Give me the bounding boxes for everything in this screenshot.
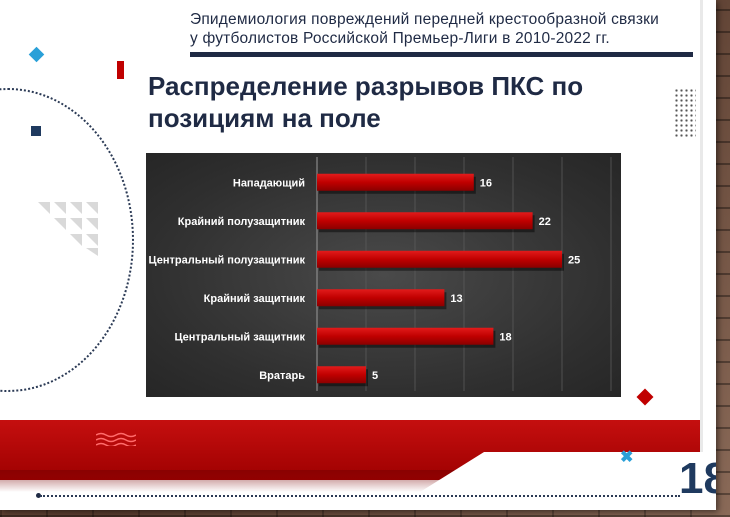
bar-2 bbox=[317, 212, 533, 230]
header-underline bbox=[190, 52, 693, 57]
bottom-dotted-line bbox=[40, 495, 680, 499]
page-number: 18 bbox=[679, 454, 716, 503]
bar-5 bbox=[317, 327, 494, 345]
data-label: 5 bbox=[372, 370, 378, 382]
subtitle-line-1: Эпидемиология повреждений передней крест… bbox=[190, 11, 660, 28]
presentation-subtitle: Эпидемиология повреждений передней крест… bbox=[190, 10, 710, 48]
category-label: Вратарь bbox=[259, 370, 305, 382]
bar-chart-svg: Нападающий 16 Крайний полузащитник 22 Центра… bbox=[149, 157, 612, 391]
data-label: 13 bbox=[450, 293, 462, 305]
data-label: 18 bbox=[499, 331, 511, 343]
bar-chart: Нападающий 16 Крайний полузащитник 22 Центра… bbox=[146, 153, 621, 397]
triangle-pattern-decoration bbox=[38, 202, 98, 256]
category-label: Крайний защитник bbox=[204, 293, 306, 305]
category-label: Крайний полузащитник bbox=[178, 216, 306, 228]
red-diamond-decoration bbox=[636, 388, 654, 406]
bar-1 bbox=[317, 173, 474, 191]
data-label: 16 bbox=[480, 177, 492, 189]
wave-decoration bbox=[96, 432, 136, 446]
category-label: Центральный защитник bbox=[174, 331, 305, 343]
dotted-line-start-dot bbox=[36, 493, 41, 498]
blue-x-icon: ✖ bbox=[620, 449, 634, 466]
slide-title: Распределение разрывов ПКС по позициям н… bbox=[148, 70, 628, 134]
navy-square-decoration bbox=[31, 126, 41, 136]
bar-6 bbox=[317, 366, 366, 384]
category-label: Центральный полузащитник bbox=[149, 254, 306, 266]
data-label: 25 bbox=[568, 254, 580, 266]
subtitle-line-2: у футболистов Российской Премьер-Лиги в … bbox=[190, 30, 610, 47]
red-accent-bar bbox=[117, 61, 124, 79]
category-label: Нападающий bbox=[233, 177, 305, 189]
dot-grid-decoration bbox=[674, 88, 696, 138]
slide: Эпидемиология повреждений передней крест… bbox=[0, 0, 716, 510]
blue-diamond-decoration bbox=[28, 46, 45, 63]
bar-3 bbox=[317, 250, 562, 268]
slide-title-line-2: позициям на поле bbox=[148, 103, 381, 133]
data-label: 22 bbox=[539, 216, 551, 228]
bar-4 bbox=[317, 289, 445, 307]
slide-frame-edge bbox=[700, 0, 703, 510]
slide-title-line-1: Распределение разрывов ПКС по bbox=[148, 71, 584, 101]
